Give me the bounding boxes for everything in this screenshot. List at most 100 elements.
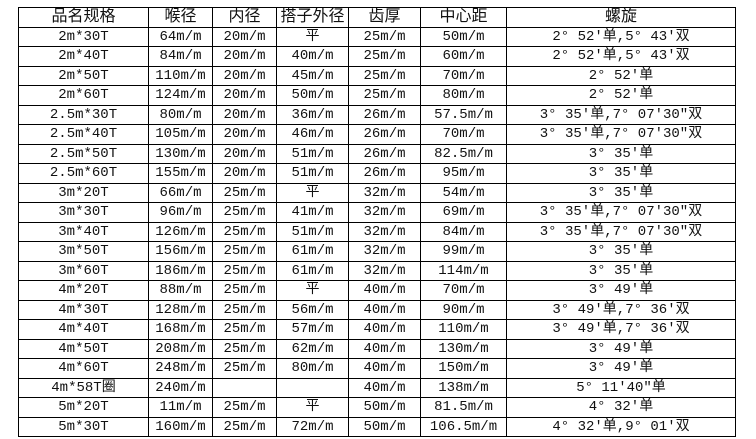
cell-center-distance: 69m/m bbox=[420, 202, 507, 223]
cell-inner-diameter: 20m/m bbox=[212, 163, 277, 184]
table-row: 3m*30T 96m/m 25m/m 41m/m 32m/m 69m/m 3° 35′单,7… bbox=[18, 202, 736, 223]
cell-tooth-thickness: 26m/m bbox=[348, 143, 421, 164]
cell-helix: 3° 35′单,7° 07′30″双 bbox=[506, 104, 736, 125]
cell-hub-outer-diameter: 46m/m bbox=[276, 124, 349, 145]
cell-throat-diameter: 110m/m bbox=[148, 65, 213, 86]
cell-inner-diameter: 25m/m bbox=[212, 416, 277, 437]
cell-helix: 3° 35′单,7° 07′30″双 bbox=[506, 221, 736, 242]
cell-center-distance: 54m/m bbox=[420, 182, 507, 203]
table-row: 2m*30T 64m/m 20m/m 平 25m/m 50m/m 2° 52′单,5° 43… bbox=[18, 26, 736, 47]
cell-center-distance: 90m/m bbox=[420, 299, 507, 320]
cell-spec: 3m*40T bbox=[18, 221, 149, 242]
cell-helix: 3° 35′单 bbox=[506, 163, 736, 184]
table-row: 2.5m*30T 80m/m 20m/m 36m/m 26m/m 57.5m/m 3° 35… bbox=[18, 104, 736, 125]
cell-tooth-thickness: 25m/m bbox=[348, 26, 421, 47]
cell-helix: 3° 35′单 bbox=[506, 182, 736, 203]
cell-throat-diameter: 208m/m bbox=[148, 338, 213, 359]
header-inner-diameter: 内径 bbox=[212, 7, 277, 28]
cell-spec: 3m*30T bbox=[18, 202, 149, 223]
cell-hub-outer-diameter: 平 bbox=[276, 182, 349, 203]
cell-helix: 3° 35′单 bbox=[506, 241, 736, 262]
cell-spec: 4m*40T bbox=[18, 319, 149, 340]
cell-center-distance: 99m/m bbox=[420, 241, 507, 262]
cell-hub-outer-diameter: 61m/m bbox=[276, 241, 349, 262]
cell-helix: 4° 32′单 bbox=[506, 397, 736, 418]
cell-inner-diameter: 25m/m bbox=[212, 241, 277, 262]
cell-throat-diameter: 156m/m bbox=[148, 241, 213, 262]
cell-spec: 2m*60T bbox=[18, 85, 149, 106]
cell-center-distance: 84m/m bbox=[420, 221, 507, 242]
cell-spec: 4m*50T bbox=[18, 338, 149, 359]
table-row: 4m*20T 88m/m 25m/m 平 40m/m 70m/m 3° 49′单 bbox=[18, 280, 736, 301]
cell-hub-outer-diameter: 平 bbox=[276, 280, 349, 301]
cell-throat-diameter: 80m/m bbox=[148, 104, 213, 125]
cell-throat-diameter: 240m/m bbox=[148, 377, 213, 398]
cell-center-distance: 50m/m bbox=[420, 26, 507, 47]
header-hub-outer-diameter: 搭子外径 bbox=[276, 7, 349, 28]
cell-tooth-thickness: 40m/m bbox=[348, 280, 421, 301]
cell-helix: 3° 49′单,7° 36′双 bbox=[506, 299, 736, 320]
cell-helix: 3° 49′单,7° 36′双 bbox=[506, 319, 736, 340]
cell-inner-diameter: 20m/m bbox=[212, 104, 277, 125]
cell-hub-outer-diameter: 45m/m bbox=[276, 65, 349, 86]
cell-inner-diameter: 25m/m bbox=[212, 260, 277, 281]
cell-throat-diameter: 124m/m bbox=[148, 85, 213, 106]
table-row: 4m*60T 248m/m 25m/m 80m/m 40m/m 150m/m 3° 49′单 bbox=[18, 358, 736, 379]
cell-spec: 2.5m*30T bbox=[18, 104, 149, 125]
table-row: 4m*40T 168m/m 25m/m 57m/m 40m/m 110m/m 3° 49′单… bbox=[18, 319, 736, 340]
table-row: 2m*50T 110m/m 20m/m 45m/m 25m/m 70m/m 2° 52′单 bbox=[18, 65, 736, 86]
cell-helix: 2° 52′单,5° 43′双 bbox=[506, 46, 736, 67]
cell-spec: 4m*58T圈 bbox=[18, 377, 149, 398]
cell-hub-outer-diameter: 61m/m bbox=[276, 260, 349, 281]
cell-spec: 4m*30T bbox=[18, 299, 149, 320]
cell-tooth-thickness: 32m/m bbox=[348, 182, 421, 203]
cell-center-distance: 80m/m bbox=[420, 85, 507, 106]
cell-center-distance: 60m/m bbox=[420, 46, 507, 67]
header-spec: 品名规格 bbox=[18, 7, 149, 28]
cell-throat-diameter: 130m/m bbox=[148, 143, 213, 164]
cell-inner-diameter: 20m/m bbox=[212, 143, 277, 164]
cell-inner-diameter bbox=[212, 377, 277, 398]
cell-throat-diameter: 155m/m bbox=[148, 163, 213, 184]
cell-throat-diameter: 160m/m bbox=[148, 416, 213, 437]
cell-hub-outer-diameter: 62m/m bbox=[276, 338, 349, 359]
header-tooth-thickness: 齿厚 bbox=[348, 7, 421, 28]
table-row: 2m*40T 84m/m 20m/m 40m/m 25m/m 60m/m 2° 52′单,5… bbox=[18, 46, 736, 67]
cell-center-distance: 138m/m bbox=[420, 377, 507, 398]
cell-tooth-thickness: 32m/m bbox=[348, 202, 421, 223]
cell-helix: 3° 49′单 bbox=[506, 338, 736, 359]
table-row: 4m*50T 208m/m 25m/m 62m/m 40m/m 130m/m 3° 49′单 bbox=[18, 338, 736, 359]
table-row: 3m*50T 156m/m 25m/m 61m/m 32m/m 99m/m 3° 35′单 bbox=[18, 241, 736, 262]
cell-helix: 2° 52′单,5° 43′双 bbox=[506, 26, 736, 47]
cell-tooth-thickness: 50m/m bbox=[348, 397, 421, 418]
header-row: 品名规格 喉径 内径 搭子外径 齿厚 中心距 螺旋 bbox=[18, 7, 736, 28]
table-row: 2.5m*60T 155m/m 20m/m 51m/m 26m/m 95m/m 3° 35′… bbox=[18, 163, 736, 184]
cell-spec: 3m*50T bbox=[18, 241, 149, 262]
cell-spec: 2m*40T bbox=[18, 46, 149, 67]
cell-helix: 3° 49′单 bbox=[506, 358, 736, 379]
cell-inner-diameter: 20m/m bbox=[212, 46, 277, 67]
cell-hub-outer-diameter: 平 bbox=[276, 26, 349, 47]
header-center-distance: 中心距 bbox=[420, 7, 507, 28]
cell-tooth-thickness: 50m/m bbox=[348, 416, 421, 437]
cell-helix: 2° 52′单 bbox=[506, 85, 736, 106]
table-row: 3m*20T 66m/m 25m/m 平 32m/m 54m/m 3° 35′单 bbox=[18, 182, 736, 203]
cell-inner-diameter: 20m/m bbox=[212, 85, 277, 106]
cell-spec: 2.5m*60T bbox=[18, 163, 149, 184]
cell-center-distance: 110m/m bbox=[420, 319, 507, 340]
cell-center-distance: 81.5m/m bbox=[420, 397, 507, 418]
cell-tooth-thickness: 40m/m bbox=[348, 319, 421, 340]
table-row: 4m*30T 128m/m 25m/m 56m/m 40m/m 90m/m 3° 49′单,… bbox=[18, 299, 736, 320]
cell-throat-diameter: 64m/m bbox=[148, 26, 213, 47]
cell-tooth-thickness: 25m/m bbox=[348, 65, 421, 86]
cell-inner-diameter: 25m/m bbox=[212, 182, 277, 203]
cell-hub-outer-diameter: 40m/m bbox=[276, 46, 349, 67]
cell-tooth-thickness: 40m/m bbox=[348, 338, 421, 359]
cell-tooth-thickness: 25m/m bbox=[348, 46, 421, 67]
cell-tooth-thickness: 26m/m bbox=[348, 124, 421, 145]
cell-inner-diameter: 25m/m bbox=[212, 397, 277, 418]
cell-tooth-thickness: 26m/m bbox=[348, 163, 421, 184]
cell-center-distance: 57.5m/m bbox=[420, 104, 507, 125]
cell-throat-diameter: 186m/m bbox=[148, 260, 213, 281]
cell-center-distance: 70m/m bbox=[420, 65, 507, 86]
